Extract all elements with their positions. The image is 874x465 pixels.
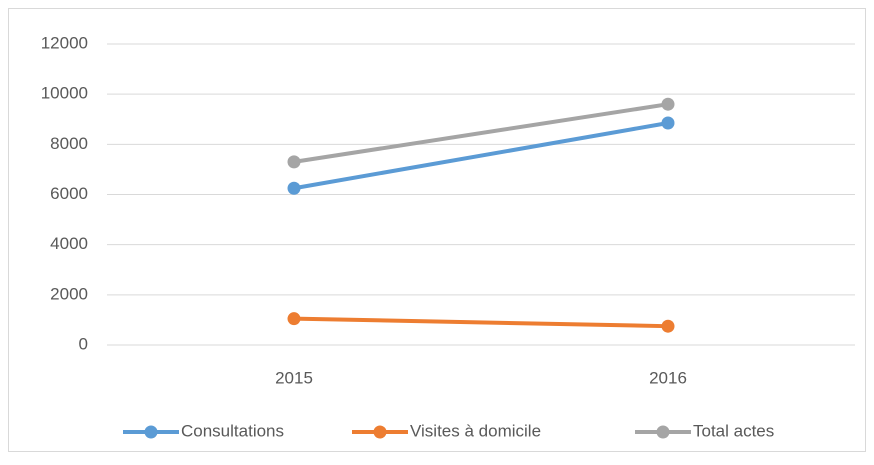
- y-tick-label: 8000: [50, 134, 88, 153]
- data-point: [287, 155, 301, 169]
- series-line: [292, 121, 670, 191]
- data-point: [661, 116, 675, 130]
- series-line: [292, 316, 670, 329]
- legend-label: Total actes: [693, 421, 774, 440]
- y-tick-label: 12000: [41, 33, 88, 52]
- legend-marker: [373, 425, 387, 439]
- data-point: [661, 319, 675, 333]
- y-tick-label: 6000: [50, 184, 88, 203]
- x-tick-label: 2016: [649, 368, 687, 387]
- data-point: [661, 97, 675, 111]
- y-tick-label: 10000: [41, 84, 88, 103]
- x-tick-label: 2015: [275, 368, 313, 387]
- chart-border: [8, 8, 866, 452]
- data-point: [287, 181, 301, 195]
- series-line: [292, 102, 670, 164]
- data-point: [287, 312, 301, 326]
- y-tick-label: 4000: [50, 234, 88, 253]
- legend-label: Visites à domicile: [410, 421, 541, 440]
- legend-marker: [144, 425, 158, 439]
- legend-label: Consultations: [181, 421, 284, 440]
- y-tick-label: 2000: [50, 284, 88, 303]
- y-tick-label: 0: [79, 334, 88, 353]
- legend-marker: [656, 425, 670, 439]
